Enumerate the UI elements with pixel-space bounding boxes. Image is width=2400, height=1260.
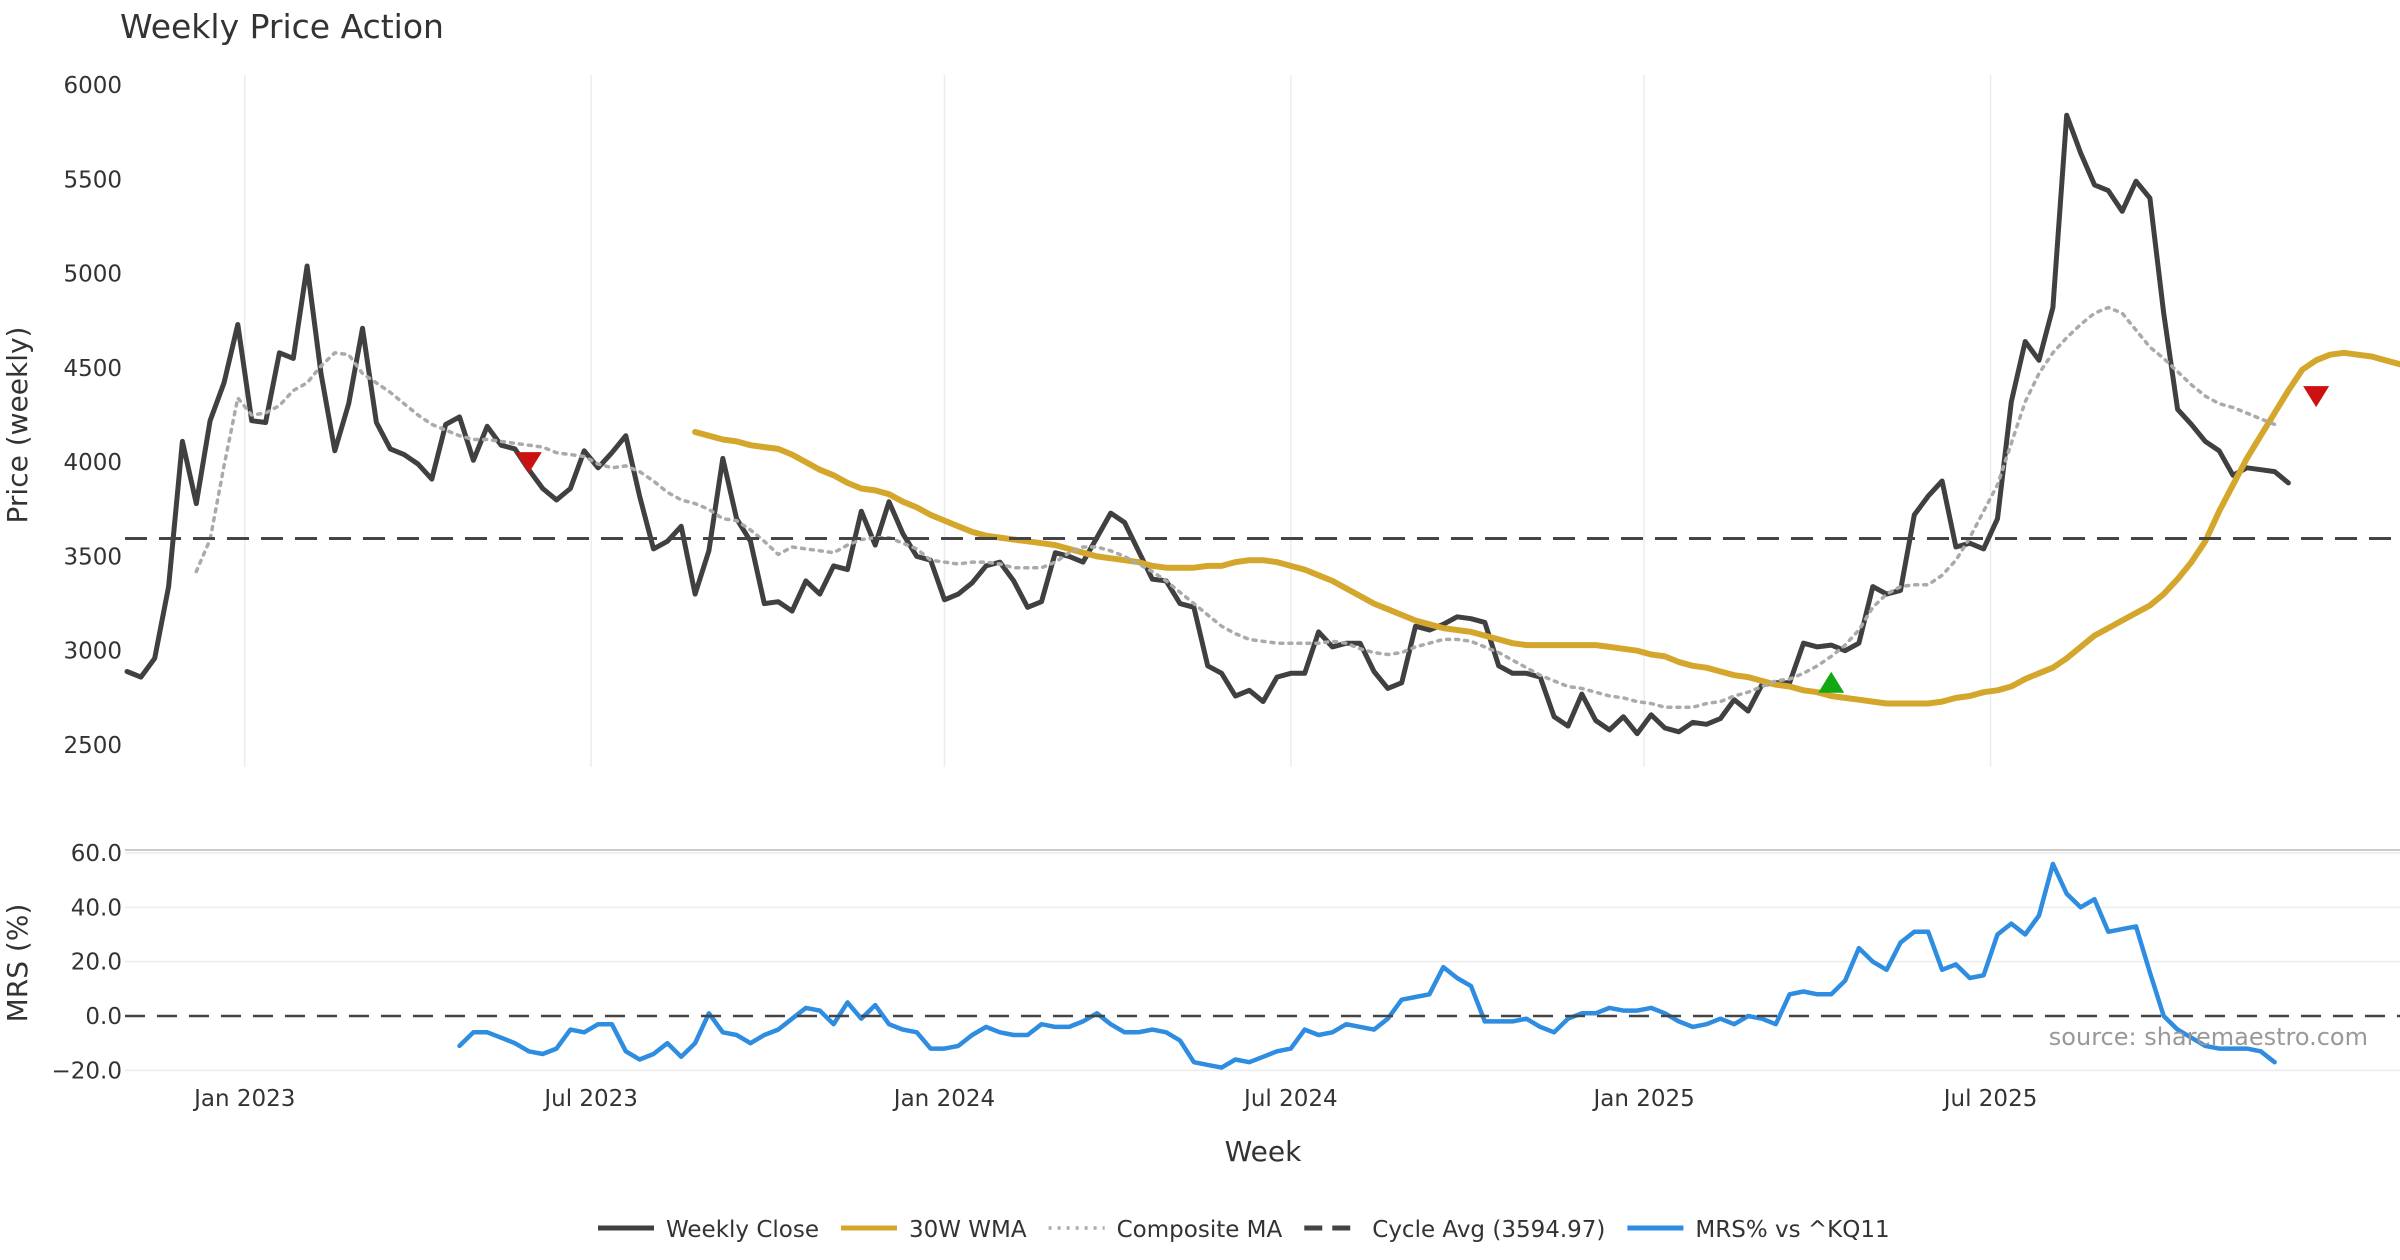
price-y-tick-label: 2500 xyxy=(63,733,122,759)
chart-title: Weekly Price Action xyxy=(120,7,444,46)
mrs-y-tick-label: 0.0 xyxy=(85,1004,122,1030)
series-composite-ma-line xyxy=(194,305,2277,710)
legend-label: MRS% vs ^KQ11 xyxy=(1695,1217,1889,1243)
mrs-y-tick-label: −20.0 xyxy=(52,1058,122,1084)
legend-label: Cycle Avg (3594.97) xyxy=(1372,1217,1605,1243)
sell-signal-marker xyxy=(2303,386,2330,408)
price-y-tick-label: 5500 xyxy=(63,167,122,193)
legend-label: Composite MA xyxy=(1117,1217,1283,1243)
series-weekly-close-line xyxy=(124,112,2291,737)
series-30w-wma-line xyxy=(692,349,2400,707)
mrs-panel xyxy=(125,861,2400,1070)
legend: Weekly Close 30W WMA Composite MA Cycle Avg… xyxy=(598,1217,1890,1243)
y-axis-label-mrs: MRS (%) xyxy=(1,904,34,1023)
price-y-tick-label: 4500 xyxy=(63,356,122,382)
price-y-tick-label: 3000 xyxy=(63,639,122,665)
gridlines xyxy=(125,75,2400,1072)
x-axis-label: Week xyxy=(1225,1135,1302,1168)
price-y-tick-label: 3500 xyxy=(63,544,122,570)
x-tick-label: Jan 2024 xyxy=(892,1086,995,1112)
sell-signal-marker xyxy=(515,452,542,474)
price-y-tick-label: 4000 xyxy=(63,450,122,476)
legend-label: Weekly Close xyxy=(666,1217,819,1243)
axes: 2500 3000 3500 4000 4500 5000 5500 6000 −20.0 0.0… xyxy=(52,73,2038,1112)
mrs-y-tick-label: 60.0 xyxy=(71,841,122,867)
mrs-y-tick-label: 40.0 xyxy=(71,895,122,921)
price-y-tick-label: 6000 xyxy=(63,73,122,99)
y-axis-label-price: Price (weekly) xyxy=(1,327,34,524)
source-note: source: sharemaestro.com xyxy=(2049,1023,2368,1051)
series-mrs-line xyxy=(457,861,2277,1070)
x-tick-label: Jul 2025 xyxy=(1942,1086,2038,1112)
x-tick-label: Jan 2023 xyxy=(192,1086,295,1112)
x-tick-label: Jul 2024 xyxy=(1242,1086,1338,1112)
mrs-y-tick-label: 20.0 xyxy=(71,950,122,976)
x-tick-label: Jul 2023 xyxy=(542,1086,638,1112)
legend-label: 30W WMA xyxy=(909,1217,1027,1243)
x-tick-label: Jan 2025 xyxy=(1592,1086,1695,1112)
buy-signal-marker xyxy=(1818,671,1845,693)
price-y-tick-label: 5000 xyxy=(63,262,122,288)
price-panel xyxy=(124,112,2400,737)
